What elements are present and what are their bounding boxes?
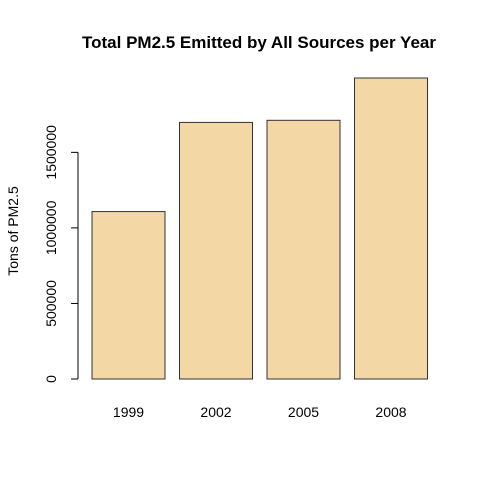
x-tick-label: 2002 — [200, 404, 231, 420]
bar — [354, 77, 428, 380]
x-tick-label: 2005 — [288, 404, 319, 420]
bar — [266, 119, 341, 380]
y-axis: 0 500000 1000000 1500000 — [43, 125, 79, 383]
y-tick-label: 0 — [43, 375, 59, 383]
chart-title: Total PM2.5 Emitted by All Sources per Y… — [82, 33, 436, 52]
y-tick-label: 500000 — [43, 280, 59, 327]
bars — [91, 77, 428, 380]
y-tick-label: 1000000 — [43, 200, 59, 255]
x-tick-labels: 1999 2002 2005 2008 — [113, 404, 407, 420]
y-tick-label: 1500000 — [43, 125, 59, 180]
bar — [179, 121, 253, 380]
x-tick-label: 1999 — [113, 404, 144, 420]
bar — [91, 211, 166, 380]
y-axis-label: Tons of PM2.5 — [5, 186, 21, 276]
x-tick-label: 2008 — [375, 404, 406, 420]
